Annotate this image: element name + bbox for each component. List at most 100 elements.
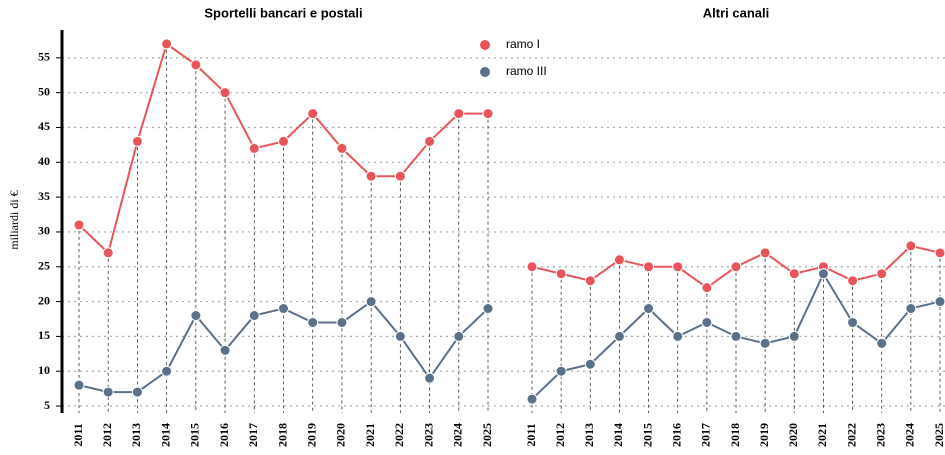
x-tick-label: 2012 — [100, 423, 114, 447]
x-tick-label: 2023 — [873, 423, 887, 447]
point — [643, 261, 655, 273]
point — [701, 282, 713, 294]
x-tick-label: 2013 — [129, 423, 143, 447]
legend-label: ramo III — [506, 64, 547, 78]
x-tick-label: 2017 — [699, 423, 713, 447]
point — [555, 268, 567, 280]
point — [73, 379, 85, 391]
x-tick-label: 2021 — [363, 423, 377, 447]
point — [394, 170, 406, 182]
point — [788, 268, 800, 280]
point — [278, 303, 289, 315]
point — [643, 303, 655, 315]
point — [365, 170, 377, 182]
point — [584, 358, 596, 370]
x-tick-label: 2014 — [158, 423, 172, 447]
x-tick-label: 2022 — [392, 423, 406, 447]
point — [934, 247, 945, 259]
point — [248, 310, 260, 322]
x-tick-label: 2019 — [304, 423, 318, 447]
point — [526, 393, 538, 405]
point — [555, 365, 567, 377]
point — [161, 38, 173, 50]
point — [131, 135, 143, 147]
x-tick-label: 2014 — [611, 423, 625, 447]
point — [73, 219, 85, 231]
point — [847, 316, 859, 328]
x-tick-label: 2018 — [728, 423, 742, 447]
x-tick-label: 2022 — [844, 423, 858, 447]
point — [219, 344, 231, 356]
point — [307, 108, 319, 120]
x-tick-label: 2015 — [640, 423, 654, 447]
point — [759, 337, 771, 349]
point — [817, 268, 829, 280]
x-tick-label: 2012 — [553, 423, 567, 447]
y-tick-label: 35 — [38, 189, 50, 203]
x-tick-label: 2015 — [188, 423, 202, 447]
legend-marker — [480, 67, 490, 77]
point — [424, 135, 436, 147]
point — [526, 261, 538, 273]
point — [482, 303, 494, 315]
x-tick-label: 2013 — [582, 423, 596, 447]
y-tick-label: 15 — [38, 328, 50, 342]
legend-label: ramo I — [506, 37, 540, 51]
point — [905, 240, 917, 252]
y-tick-label: 10 — [38, 363, 50, 377]
point — [424, 372, 436, 384]
point — [278, 135, 289, 147]
y-tick-label: 50 — [38, 84, 50, 98]
y-tick-label: 25 — [38, 259, 50, 273]
x-tick-label: 2020 — [334, 423, 348, 447]
x-tick-label: 2025 — [932, 423, 945, 447]
point — [788, 330, 800, 342]
point — [759, 247, 771, 259]
point — [131, 386, 143, 398]
point — [701, 316, 713, 328]
point — [336, 316, 348, 328]
point — [613, 254, 625, 266]
x-tick-label: 2019 — [757, 423, 771, 447]
point — [394, 330, 406, 342]
point — [336, 142, 348, 154]
y-axis-label: miliardi di € — [7, 190, 21, 249]
point — [730, 261, 742, 273]
point — [219, 87, 231, 99]
y-tick-label: 20 — [38, 293, 50, 307]
x-tick-label: 2024 — [903, 423, 917, 447]
x-tick-label: 2020 — [786, 423, 800, 447]
point — [876, 337, 888, 349]
x-tick-label: 2018 — [275, 423, 289, 447]
x-tick-label: 2023 — [421, 423, 435, 447]
y-tick-label: 40 — [38, 154, 50, 168]
point — [190, 310, 202, 322]
x-tick-label: 2011 — [524, 423, 538, 446]
point — [453, 330, 465, 342]
y-tick-label: 5 — [44, 398, 50, 412]
x-tick-label: 2017 — [246, 423, 260, 447]
x-tick-label: 2016 — [669, 423, 683, 447]
point — [248, 142, 260, 154]
legend-marker — [480, 40, 490, 50]
x-tick-label: 2024 — [451, 423, 465, 447]
point — [584, 275, 596, 287]
y-tick-label: 30 — [38, 224, 50, 238]
y-tick-label: 55 — [38, 50, 50, 64]
point — [307, 316, 319, 328]
point — [847, 275, 859, 287]
point — [876, 268, 888, 280]
point — [905, 303, 917, 315]
chart-title: Sportelli bancari e postali — [204, 5, 362, 20]
point — [613, 330, 625, 342]
point — [102, 247, 114, 259]
point — [672, 261, 684, 273]
x-tick-label: 2016 — [217, 423, 231, 447]
x-tick-label: 2021 — [815, 423, 829, 447]
point — [102, 386, 114, 398]
point — [482, 108, 494, 120]
point — [730, 330, 742, 342]
point — [161, 365, 173, 377]
point — [190, 59, 202, 71]
